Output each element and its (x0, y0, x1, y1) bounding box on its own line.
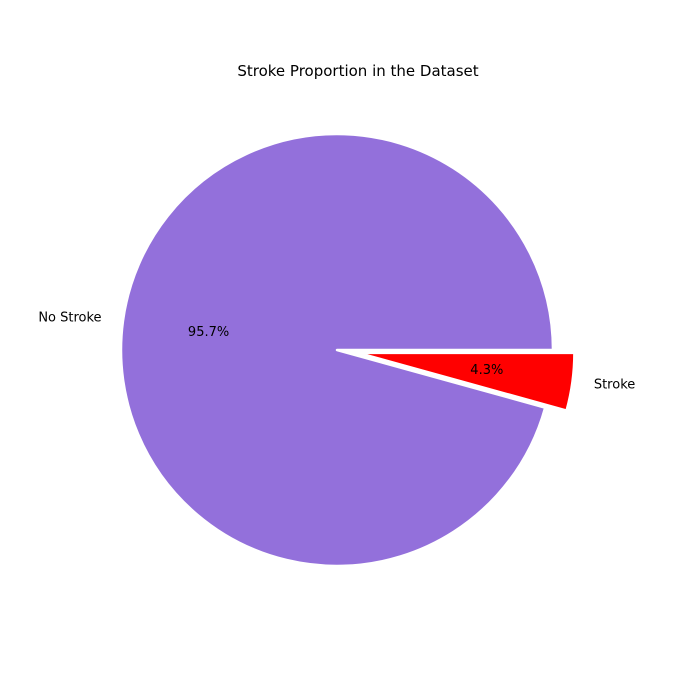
pie-slice-stroke (357, 351, 576, 412)
pie-slice-no-stroke (119, 132, 555, 568)
slice-label-no-stroke: No Stroke (38, 311, 101, 326)
slice-label-stroke: Stroke (594, 377, 635, 392)
slice-percent-stroke: 4.3% (470, 363, 503, 378)
pie-labels: No Stroke 95.7% Stroke 4.3% (38, 311, 635, 393)
chart-title: Stroke Proportion in the Dataset (237, 62, 478, 80)
slice-percent-no-stroke: 95.7% (188, 325, 229, 340)
pie-slices (119, 132, 576, 568)
